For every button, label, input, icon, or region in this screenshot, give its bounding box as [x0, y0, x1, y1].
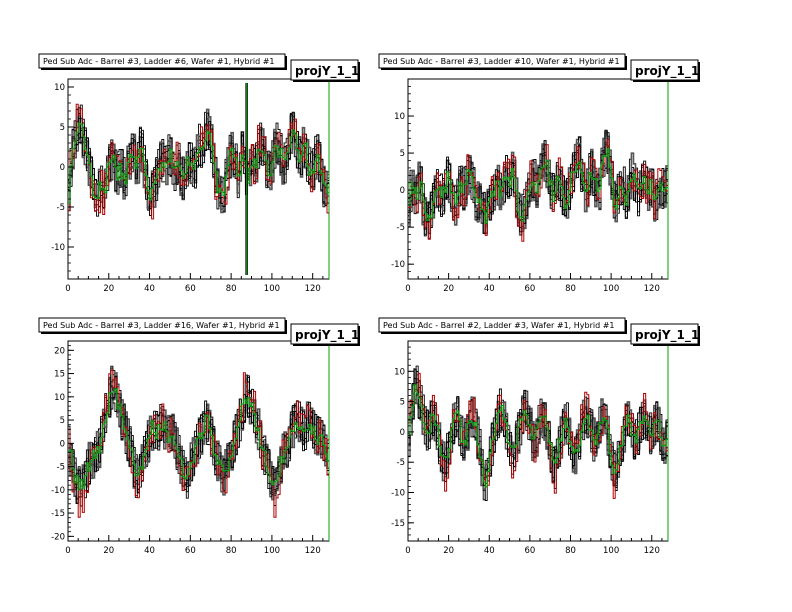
series-group: [408, 365, 668, 501]
x-tick-label: 120: [644, 546, 660, 556]
x-tick-label: 60: [524, 284, 535, 294]
chart-pad-3: 0 20 40 60 80 100 120 -20 -15 -10 -5 0 5 10 15 20 Ped Su…: [38, 317, 360, 556]
y-tick-label: 0: [60, 439, 65, 449]
y-tick-label: 0: [400, 428, 405, 438]
series-red: [68, 369, 329, 518]
y-tick-label: 10: [54, 393, 65, 403]
x-tick-label: 100: [264, 546, 280, 556]
x-tick-label: 40: [144, 546, 155, 556]
stat-label: projY_1_1: [295, 64, 359, 79]
y-tick-label: -15: [51, 509, 65, 519]
x-tick-label: 120: [305, 546, 321, 556]
x-tick-label: 20: [443, 284, 454, 294]
x-tick-label: 80: [226, 284, 237, 294]
y-tick-label: -20: [51, 532, 65, 542]
chart-title: Ped Sub Adc - Barrel #2, Ladder #3, Wafe…: [383, 321, 615, 330]
y-tick-label: -5: [57, 203, 65, 213]
stat-box: [290, 59, 359, 81]
chart-pad-2: 0 20 40 60 80 100 120 -10 -5 0 5 10 Ped Sub Adc - Ba…: [378, 53, 700, 294]
y-tick-label: 10: [394, 367, 405, 377]
x-tick-label: 40: [484, 546, 495, 556]
x-tick-label: 120: [305, 284, 321, 294]
x-tick-label: 20: [443, 546, 454, 556]
chart-title: Ped Sub Adc - Barrel #3, Ladder #10, Waf…: [383, 57, 620, 66]
title-box: [38, 317, 286, 333]
series-green: [68, 388, 329, 491]
series-group: [68, 365, 329, 518]
stat-label: projY_1_1: [635, 64, 699, 79]
y-tick-label: -10: [391, 260, 405, 270]
title-box: [378, 53, 626, 69]
y-tick-label: 10: [54, 83, 65, 93]
title-box: [378, 317, 626, 333]
y-tick-label: -5: [397, 458, 405, 468]
y-tick-label: 0: [60, 163, 65, 173]
y-tick-label: 5: [400, 398, 405, 408]
x-tick-label: 80: [226, 546, 237, 556]
chart-title: Ped Sub Adc - Barrel #3, Ladder #6, Wafe…: [43, 57, 275, 66]
y-tick-label: -10: [51, 243, 65, 253]
stat-box: [630, 59, 699, 81]
y-tick-label: 5: [60, 123, 65, 133]
y-tick-label: 5: [60, 416, 65, 426]
x-tick-label: 0: [65, 546, 70, 556]
x-tick-label: 0: [405, 546, 410, 556]
y-tick-label: 10: [394, 112, 405, 122]
x-tick-label: 0: [65, 284, 70, 294]
y-tick-label: -10: [51, 486, 65, 496]
y-tick-label: 15: [54, 370, 65, 380]
chart-pad-1: 0 20 40 60 80 100 120 -10 -5 0 5 10 Ped Sub Adc - Ba…: [38, 53, 360, 294]
series-green: [408, 148, 668, 224]
series-green: [68, 122, 329, 204]
x-tick-label: 120: [644, 284, 660, 294]
x-tick-label: 60: [185, 546, 196, 556]
x-tick-label: 100: [603, 284, 619, 294]
x-tick-label: 80: [565, 546, 576, 556]
x-tick-label: 60: [185, 284, 196, 294]
series-trace-9: [68, 111, 329, 216]
series-group: [68, 83, 329, 275]
stat-label: projY_1_1: [635, 328, 699, 343]
x-tick-label: 40: [144, 284, 155, 294]
chart-pad-4: 0 20 40 60 80 100 120 -15 -10 -5 0 5 10 Ped Sub Adc -…: [378, 317, 700, 556]
x-tick-label: 100: [603, 546, 619, 556]
x-tick-label: 20: [103, 546, 114, 556]
y-tick-label: 20: [54, 346, 65, 356]
x-tick-label: 0: [405, 284, 410, 294]
x-tick-label: 80: [565, 284, 576, 294]
y-tick-label: -15: [391, 519, 405, 529]
y-tick-label: 0: [400, 186, 405, 196]
stat-label: projY_1_1: [295, 328, 359, 343]
title-box: [38, 53, 286, 69]
chart-title: Ped Sub Adc - Barrel #3, Ladder #16, Waf…: [43, 321, 280, 330]
x-tick-label: 40: [484, 284, 495, 294]
stat-box: [290, 323, 359, 345]
y-tick-label: 5: [400, 149, 405, 159]
y-tick-label: -5: [397, 223, 405, 233]
series-group: [408, 129, 668, 242]
series-trace-7: [68, 115, 329, 210]
x-tick-label: 60: [524, 546, 535, 556]
y-tick-label: -5: [57, 463, 65, 473]
series-green: [408, 384, 668, 488]
stat-box: [630, 323, 699, 345]
y-tick-label: -10: [391, 489, 405, 499]
x-tick-label: 100: [264, 284, 280, 294]
x-tick-label: 20: [103, 284, 114, 294]
